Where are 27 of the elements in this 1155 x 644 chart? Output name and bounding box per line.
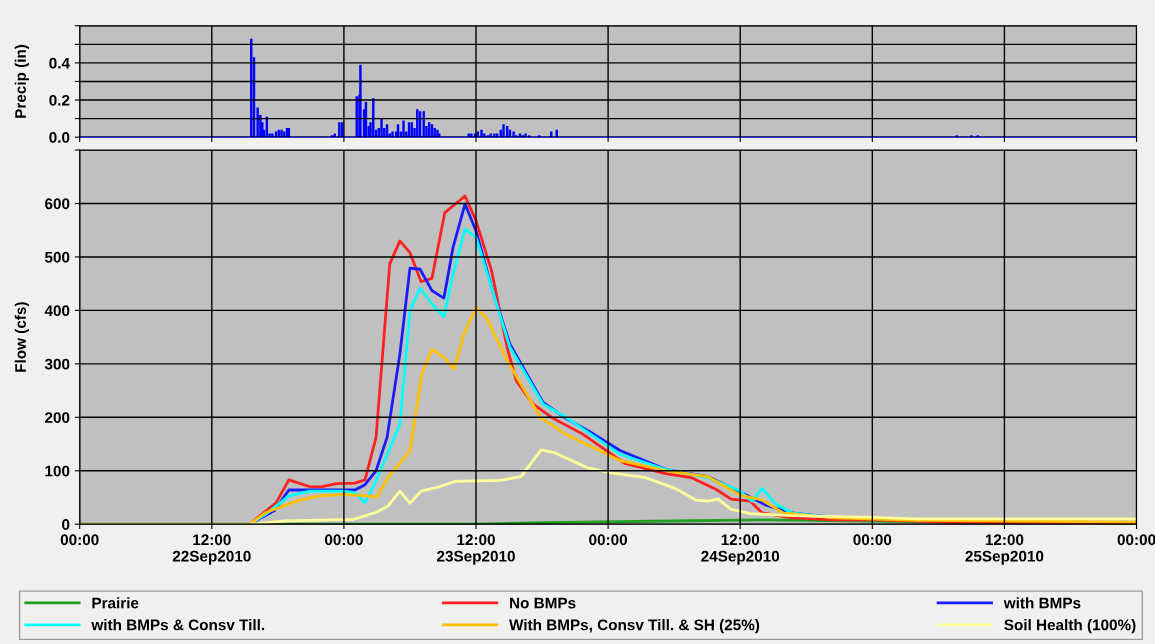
y-tick-label: 100 (45, 465, 70, 477)
legend-label: Soil Health (100%) (1004, 619, 1136, 634)
x-tick-label: 00:00 (324, 534, 363, 546)
y-tick-label: 400 (44, 305, 70, 317)
y-axis-title: Flow (cfs) (14, 302, 29, 372)
x-tick-label: 12:00 25Sep2010 (965, 534, 1044, 565)
y-tick-label: 0.0 (49, 132, 70, 143)
x-tick-label: 12:00 23Sep2010 (437, 534, 515, 565)
legend-label: with BMPs & Consv Till. (91, 619, 265, 631)
x-tick-label: 00:00 (1117, 534, 1155, 546)
x-tick-label: 12:00 22Sep2010 (172, 534, 251, 565)
y-axis-title: Precip (in) (14, 44, 29, 118)
legend-label: with BMPs (1003, 597, 1081, 609)
y-tick-label: 600 (45, 198, 70, 210)
x-tick-label: 00:00 (589, 534, 628, 546)
legend-label: With BMPs, Consv Till. & SH (25%) (509, 619, 760, 634)
y-tick-label: 0.2 (49, 94, 70, 106)
y-tick-label: 500 (44, 251, 70, 263)
legend-label: No BMPs (510, 597, 576, 609)
x-tick-label: 12:00 24Sep2010 (701, 534, 780, 565)
y-tick-label: 0.4 (49, 57, 70, 69)
y-tick-label: 300 (44, 358, 70, 370)
y-tick-label: 0 (62, 519, 70, 530)
y-tick-label: 200 (45, 412, 70, 423)
legend-label: Prairie (92, 597, 139, 609)
x-tick-label: 00:00 (853, 534, 892, 546)
x-tick-label: 00:00 (60, 534, 99, 546)
